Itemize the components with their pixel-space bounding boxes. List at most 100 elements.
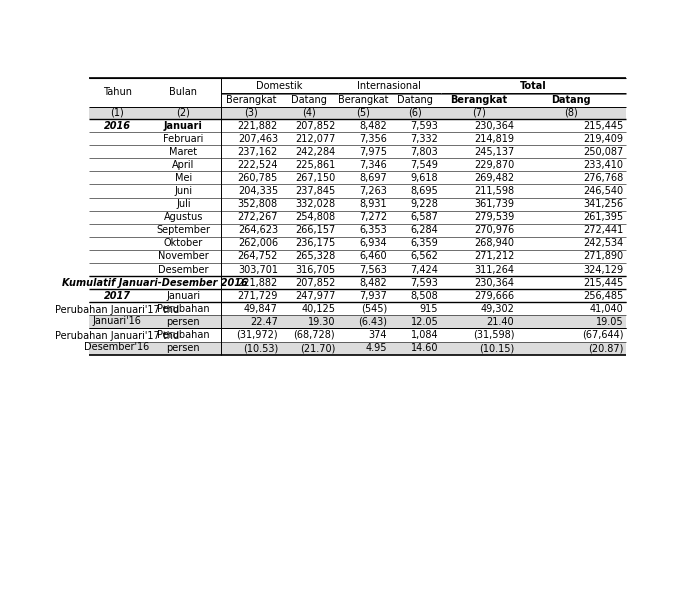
Text: 49,847: 49,847 [244, 304, 278, 314]
Text: Berangkat: Berangkat [450, 95, 507, 105]
Text: 40,125: 40,125 [302, 304, 335, 314]
Text: 221,882: 221,882 [237, 121, 278, 131]
Text: Januari: Januari [166, 290, 200, 301]
Text: (7): (7) [472, 108, 486, 118]
Text: 19.30: 19.30 [308, 317, 335, 327]
Text: Datang: Datang [291, 95, 327, 105]
Text: 21.40: 21.40 [487, 317, 514, 327]
Text: Juni: Juni [174, 186, 193, 196]
Text: Perubahan: Perubahan [157, 330, 209, 340]
Bar [89, 107, 626, 119]
Text: 361,739: 361,739 [474, 199, 514, 209]
Text: 242,534: 242,534 [584, 238, 623, 248]
Text: Perubahan Januari'17 thd
Januari'16: Perubahan Januari'17 thd Januari'16 [55, 305, 179, 326]
Text: Domestik: Domestik [256, 81, 303, 91]
Text: 7,975: 7,975 [359, 146, 387, 157]
Bar [89, 316, 626, 328]
Text: 265,328: 265,328 [295, 251, 335, 262]
Text: Perubahan Januari'17 thd
Desember'16: Perubahan Januari'17 thd Desember'16 [55, 331, 179, 352]
Text: 279,666: 279,666 [474, 290, 514, 301]
Text: (67,644): (67,644) [582, 330, 623, 340]
Text: 6,587: 6,587 [410, 212, 438, 222]
Text: 264,752: 264,752 [237, 251, 278, 262]
Text: Berangkat: Berangkat [225, 95, 276, 105]
Text: 8,482: 8,482 [359, 278, 387, 287]
Text: 374: 374 [369, 330, 387, 340]
Text: 7,803: 7,803 [410, 146, 438, 157]
Text: 9,618: 9,618 [410, 173, 438, 183]
Text: 8,482: 8,482 [359, 121, 387, 131]
Text: Perubahan: Perubahan [157, 304, 209, 314]
Text: 8,931: 8,931 [359, 199, 387, 209]
Text: 215,445: 215,445 [584, 121, 623, 131]
Text: Januari: Januari [164, 121, 203, 131]
Text: 229,870: 229,870 [474, 160, 514, 170]
Text: persen: persen [167, 343, 200, 353]
Text: 7,332: 7,332 [410, 134, 438, 143]
Text: (8): (8) [565, 108, 578, 118]
Text: (5): (5) [357, 108, 371, 118]
Text: 7,549: 7,549 [410, 160, 438, 170]
Text: 207,852: 207,852 [295, 121, 335, 131]
Text: Maret: Maret [170, 146, 198, 157]
Text: 204,335: 204,335 [238, 186, 278, 196]
Text: Februari: Februari [163, 134, 204, 143]
Text: 260,785: 260,785 [237, 173, 278, 183]
Text: Agustus: Agustus [163, 212, 203, 222]
Text: Berangkat: Berangkat [339, 95, 389, 105]
Text: 225,861: 225,861 [295, 160, 335, 170]
Text: 311,264: 311,264 [474, 265, 514, 275]
Text: 212,077: 212,077 [295, 134, 335, 143]
Text: 6,460: 6,460 [359, 251, 387, 262]
Text: 7,356: 7,356 [359, 134, 387, 143]
Text: Datang: Datang [397, 95, 433, 105]
Text: 7,263: 7,263 [359, 186, 387, 196]
Text: Kumulatif Januari-Desember 2016: Kumulatif Januari-Desember 2016 [62, 278, 248, 287]
Text: 247,977: 247,977 [295, 290, 335, 301]
Text: Desember: Desember [158, 265, 209, 275]
Text: 256,485: 256,485 [584, 290, 623, 301]
Text: Bulan: Bulan [170, 88, 198, 97]
Text: 230,364: 230,364 [474, 121, 514, 131]
Text: 262,006: 262,006 [238, 238, 278, 248]
Bar [89, 341, 626, 355]
Text: Juli: Juli [176, 199, 191, 209]
Text: 49,302: 49,302 [480, 304, 514, 314]
Text: 207,463: 207,463 [238, 134, 278, 143]
Text: persen: persen [167, 317, 200, 327]
Text: 6,359: 6,359 [410, 238, 438, 248]
Text: (3): (3) [244, 108, 258, 118]
Text: 7,563: 7,563 [359, 265, 387, 275]
Text: 211,598: 211,598 [474, 186, 514, 196]
Text: 268,940: 268,940 [474, 238, 514, 248]
Text: 6,562: 6,562 [410, 251, 438, 262]
Text: Datang: Datang [551, 95, 591, 105]
Text: 14.60: 14.60 [411, 343, 438, 353]
Text: 246,540: 246,540 [584, 186, 623, 196]
Text: 352,808: 352,808 [238, 199, 278, 209]
Text: 254,808: 254,808 [295, 212, 335, 222]
Text: (545): (545) [361, 304, 387, 314]
Text: 245,137: 245,137 [474, 146, 514, 157]
Text: 271,212: 271,212 [474, 251, 514, 262]
Text: 237,162: 237,162 [237, 146, 278, 157]
Text: 233,410: 233,410 [584, 160, 623, 170]
Text: 8,697: 8,697 [359, 173, 387, 183]
Text: 915: 915 [419, 304, 438, 314]
Text: Oktober: Oktober [164, 238, 203, 248]
Text: September: September [156, 225, 210, 235]
Text: 303,701: 303,701 [238, 265, 278, 275]
Text: 8,508: 8,508 [410, 290, 438, 301]
Text: 341,256: 341,256 [584, 199, 623, 209]
Text: 2016: 2016 [103, 121, 131, 131]
Text: 215,445: 215,445 [584, 278, 623, 287]
Text: 272,267: 272,267 [237, 212, 278, 222]
Text: 271,729: 271,729 [237, 290, 278, 301]
Text: 279,539: 279,539 [474, 212, 514, 222]
Text: (31,598): (31,598) [473, 330, 514, 340]
Text: 267,150: 267,150 [295, 173, 335, 183]
Text: Tahun: Tahun [103, 88, 132, 97]
Text: 272,441: 272,441 [584, 225, 623, 235]
Text: 7,593: 7,593 [410, 278, 438, 287]
Text: 316,705: 316,705 [295, 265, 335, 275]
